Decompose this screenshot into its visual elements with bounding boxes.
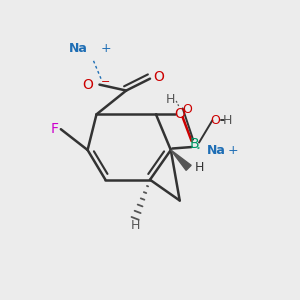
Text: O: O bbox=[83, 78, 94, 92]
Text: +: + bbox=[101, 42, 112, 56]
Text: H: H bbox=[130, 219, 140, 232]
Text: H: H bbox=[195, 161, 204, 174]
Text: +: + bbox=[227, 143, 238, 157]
Text: O: O bbox=[153, 70, 164, 84]
Text: H: H bbox=[223, 114, 232, 127]
Text: O: O bbox=[182, 103, 192, 116]
Polygon shape bbox=[171, 150, 191, 170]
Text: O: O bbox=[211, 114, 220, 127]
Text: H: H bbox=[166, 93, 176, 106]
Text: Na: Na bbox=[69, 42, 88, 56]
Text: Na: Na bbox=[206, 143, 225, 157]
Text: O: O bbox=[174, 107, 185, 121]
Text: F: F bbox=[51, 122, 59, 136]
Text: B: B bbox=[190, 137, 200, 151]
Text: −: − bbox=[101, 76, 110, 87]
